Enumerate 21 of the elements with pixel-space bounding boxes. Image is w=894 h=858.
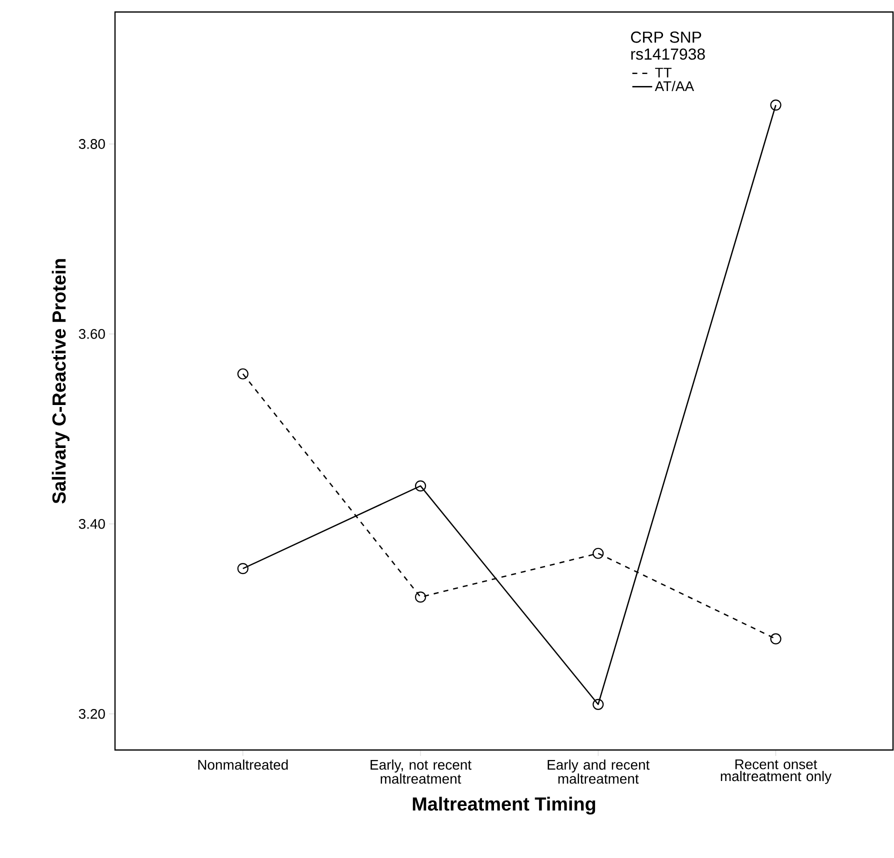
y-tick-label: 3.60 bbox=[78, 329, 105, 339]
x-tick-label: Nonmaltreated bbox=[198, 760, 288, 770]
legend-title: CRP SNP rs1417938 bbox=[631, 32, 705, 60]
point bbox=[770, 633, 782, 644]
x-axis-title: Maltreatment Timing bbox=[412, 796, 596, 815]
legend-label: AT/AA bbox=[654, 80, 694, 92]
point bbox=[592, 548, 604, 559]
point bbox=[592, 698, 604, 710]
point bbox=[237, 368, 248, 380]
legend-label: TT bbox=[655, 68, 672, 78]
point bbox=[414, 480, 426, 492]
y-tick-label: 3.40 bbox=[78, 518, 105, 529]
point bbox=[237, 563, 248, 574]
y-tick-label: 3.80 bbox=[78, 139, 105, 149]
x-tick-label: Recent onset maltreatment only bbox=[720, 760, 832, 784]
x-tick-label: Early and recent maltreatment bbox=[548, 760, 650, 784]
point bbox=[770, 100, 782, 111]
x-tick-label: Early, not recent maltreatment bbox=[370, 760, 472, 784]
point bbox=[414, 592, 426, 603]
y-axis-title: Salivary C-Reactive Protein bbox=[52, 259, 70, 504]
y-tick-label: 3.20 bbox=[78, 708, 105, 719]
